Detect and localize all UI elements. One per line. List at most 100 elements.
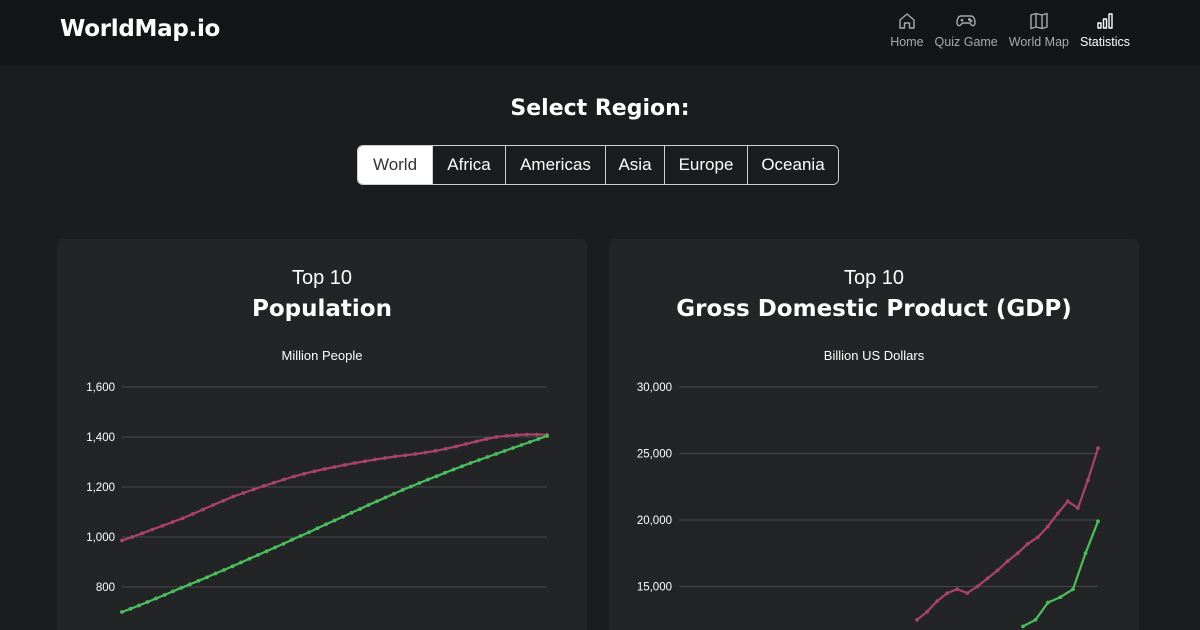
data-point <box>536 437 541 441</box>
data-point <box>965 591 970 595</box>
data-point <box>409 484 413 489</box>
nav-label-quiz-game: Quiz Game <box>934 35 998 49</box>
main-nav: Home Quiz Game World Map Statistics <box>890 12 1130 49</box>
home-icon <box>899 13 915 29</box>
nav-item-statistics[interactable]: Statistics <box>1080 12 1130 49</box>
data-point <box>342 463 347 467</box>
data-point <box>1045 524 1050 529</box>
data-point <box>1065 499 1070 504</box>
nav-label-world-map: World Map <box>1008 35 1069 49</box>
bar-chart-icon <box>1097 13 1113 29</box>
data-point <box>222 568 226 572</box>
data-point <box>1005 559 1010 564</box>
data-point <box>366 503 371 507</box>
data-point <box>434 474 439 479</box>
data-point <box>190 512 195 516</box>
data-point <box>324 522 328 527</box>
nav-item-home[interactable]: Home <box>890 12 924 49</box>
data-point <box>494 452 498 456</box>
data-point <box>307 530 311 535</box>
data-point <box>535 432 539 437</box>
region-option-oceania[interactable]: Oceania <box>747 146 838 184</box>
data-point <box>524 432 529 437</box>
data-point <box>292 474 296 479</box>
region-option-americas[interactable]: Americas <box>505 146 605 184</box>
data-point <box>393 454 398 459</box>
data-point <box>995 568 1000 573</box>
data-point <box>955 587 960 592</box>
data-point <box>945 591 950 595</box>
data-point <box>160 523 165 528</box>
data-point <box>170 520 175 524</box>
data-point <box>180 516 185 521</box>
gamepad-icon <box>956 15 976 27</box>
data-point <box>383 456 387 460</box>
chart-unit-label: Million People <box>281 348 363 363</box>
data-point <box>363 459 367 464</box>
data-point <box>128 606 133 611</box>
data-point <box>298 534 303 538</box>
data-point <box>1046 600 1050 605</box>
data-point <box>468 461 473 465</box>
data-point <box>1015 551 1020 556</box>
data-point <box>273 545 277 550</box>
y-tick-label: 1,200 <box>86 482 115 494</box>
brand-logo[interactable]: WorldMap.io <box>60 16 221 42</box>
region-title: Select Region: <box>510 96 690 121</box>
data-point <box>130 535 134 539</box>
region-option-africa[interactable]: Africa <box>432 146 505 184</box>
data-point <box>915 617 919 622</box>
y-tick-label: 20,000 <box>637 515 672 527</box>
data-point <box>484 437 489 441</box>
y-tick-label: 1,400 <box>86 432 115 444</box>
data-point <box>205 575 209 580</box>
data-point <box>413 452 418 456</box>
nav-item-world-map[interactable]: World Map <box>1009 12 1069 49</box>
data-point <box>392 491 396 496</box>
y-tick-label: 30,000 <box>637 382 672 394</box>
data-point <box>383 495 388 500</box>
data-point <box>423 450 428 455</box>
data-point <box>485 455 490 459</box>
region-selector: World Africa Americas Asia Europe Oceani… <box>357 145 839 185</box>
card-title: Gross Domestic Product (GDP) <box>676 296 1072 322</box>
data-point <box>451 467 456 472</box>
data-point <box>1025 542 1030 546</box>
data-point <box>975 584 980 589</box>
data-point <box>400 488 405 492</box>
data-point <box>179 585 184 590</box>
data-point <box>332 465 337 469</box>
data-point <box>302 471 306 476</box>
data-point <box>239 560 243 565</box>
nav-item-quiz-game[interactable]: Quiz Game <box>935 12 998 49</box>
data-point <box>140 531 145 536</box>
data-point <box>935 599 939 603</box>
nav-label-home: Home <box>890 35 924 49</box>
region-option-europe[interactable]: Europe <box>664 146 747 184</box>
data-point <box>154 596 158 601</box>
data-point <box>1055 511 1060 516</box>
data-point <box>514 433 519 437</box>
data-point <box>341 514 345 519</box>
region-option-asia[interactable]: Asia <box>605 146 664 184</box>
top-navbar: WorldMap.io Home Quiz Game World Map Sta… <box>0 0 1200 65</box>
series-line <box>916 447 1100 621</box>
data-point <box>261 484 266 488</box>
y-tick-label: 800 <box>96 582 115 594</box>
data-point <box>1033 617 1038 622</box>
y-tick-label: 1,000 <box>86 532 115 544</box>
region-option-world[interactable]: World <box>358 146 432 184</box>
data-point <box>241 491 246 495</box>
chart-unit-label: Billion US Dollars <box>823 348 925 363</box>
data-point <box>502 449 507 453</box>
data-point <box>464 442 468 446</box>
data-point <box>162 593 167 597</box>
data-point <box>251 487 256 492</box>
data-point <box>443 470 447 475</box>
data-point <box>322 467 327 471</box>
data-point <box>256 553 260 557</box>
population-chart: 1,600 1,400 1,200 1,000 800 <box>86 382 549 614</box>
card-top-label: Top 10 <box>843 267 905 289</box>
data-point <box>375 499 379 504</box>
data-point <box>150 527 155 532</box>
